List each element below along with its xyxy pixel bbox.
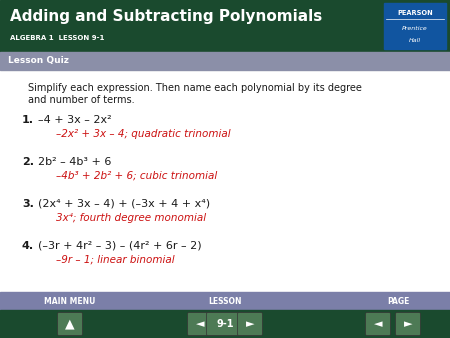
Text: –9r – 1; linear binomial: –9r – 1; linear binomial — [56, 255, 175, 265]
Text: ALGEBRA 1  LESSON 9-1: ALGEBRA 1 LESSON 9-1 — [10, 35, 104, 41]
Bar — [0, 52, 450, 70]
Text: 2.: 2. — [22, 157, 34, 167]
Text: –4b³ + 2b² + 6; cubic trinomial: –4b³ + 2b² + 6; cubic trinomial — [56, 171, 217, 181]
FancyBboxPatch shape — [58, 313, 82, 336]
Text: ◄: ◄ — [374, 319, 382, 329]
Text: Adding and Subtracting Polynomials: Adding and Subtracting Polynomials — [10, 9, 322, 24]
Text: 4.: 4. — [22, 241, 34, 251]
Text: and number of terms.: and number of terms. — [28, 95, 135, 105]
FancyBboxPatch shape — [365, 313, 391, 336]
Bar — [0, 310, 450, 338]
Text: 3.: 3. — [22, 199, 34, 209]
Text: 3x⁴; fourth degree monomial: 3x⁴; fourth degree monomial — [56, 213, 206, 223]
Bar — [0, 70, 450, 292]
Text: 9-1: 9-1 — [216, 319, 234, 329]
Text: (2x⁴ + 3x – 4) + (–3x + 4 + x⁴): (2x⁴ + 3x – 4) + (–3x + 4 + x⁴) — [38, 199, 210, 209]
Text: Hall: Hall — [409, 38, 421, 43]
Text: –4 + 3x – 2x²: –4 + 3x – 2x² — [38, 115, 112, 125]
FancyBboxPatch shape — [238, 313, 262, 336]
Text: ▲: ▲ — [65, 317, 75, 331]
FancyBboxPatch shape — [207, 313, 243, 336]
Text: Simplify each expression. Then name each polynomial by its degree: Simplify each expression. Then name each… — [28, 83, 362, 93]
Bar — [384, 3, 446, 49]
Text: Prentice: Prentice — [402, 26, 428, 31]
Text: ►: ► — [246, 319, 254, 329]
Bar — [0, 292, 450, 310]
Bar — [0, 0, 450, 52]
Text: MAIN MENU: MAIN MENU — [44, 296, 96, 306]
Text: LESSON: LESSON — [208, 296, 242, 306]
Text: PAGE: PAGE — [387, 296, 409, 306]
Text: ◄: ◄ — [196, 319, 204, 329]
Text: (–3r + 4r² – 3) – (4r² + 6r – 2): (–3r + 4r² – 3) – (4r² + 6r – 2) — [38, 241, 202, 251]
Text: 1.: 1. — [22, 115, 34, 125]
Text: ►: ► — [404, 319, 412, 329]
Text: –2x² + 3x – 4; quadratic trinomial: –2x² + 3x – 4; quadratic trinomial — [56, 129, 230, 139]
FancyBboxPatch shape — [188, 313, 212, 336]
Text: 2b² – 4b³ + 6: 2b² – 4b³ + 6 — [38, 157, 112, 167]
Text: Lesson Quiz: Lesson Quiz — [8, 56, 69, 66]
FancyBboxPatch shape — [396, 313, 420, 336]
Text: PEARSON: PEARSON — [397, 10, 433, 16]
